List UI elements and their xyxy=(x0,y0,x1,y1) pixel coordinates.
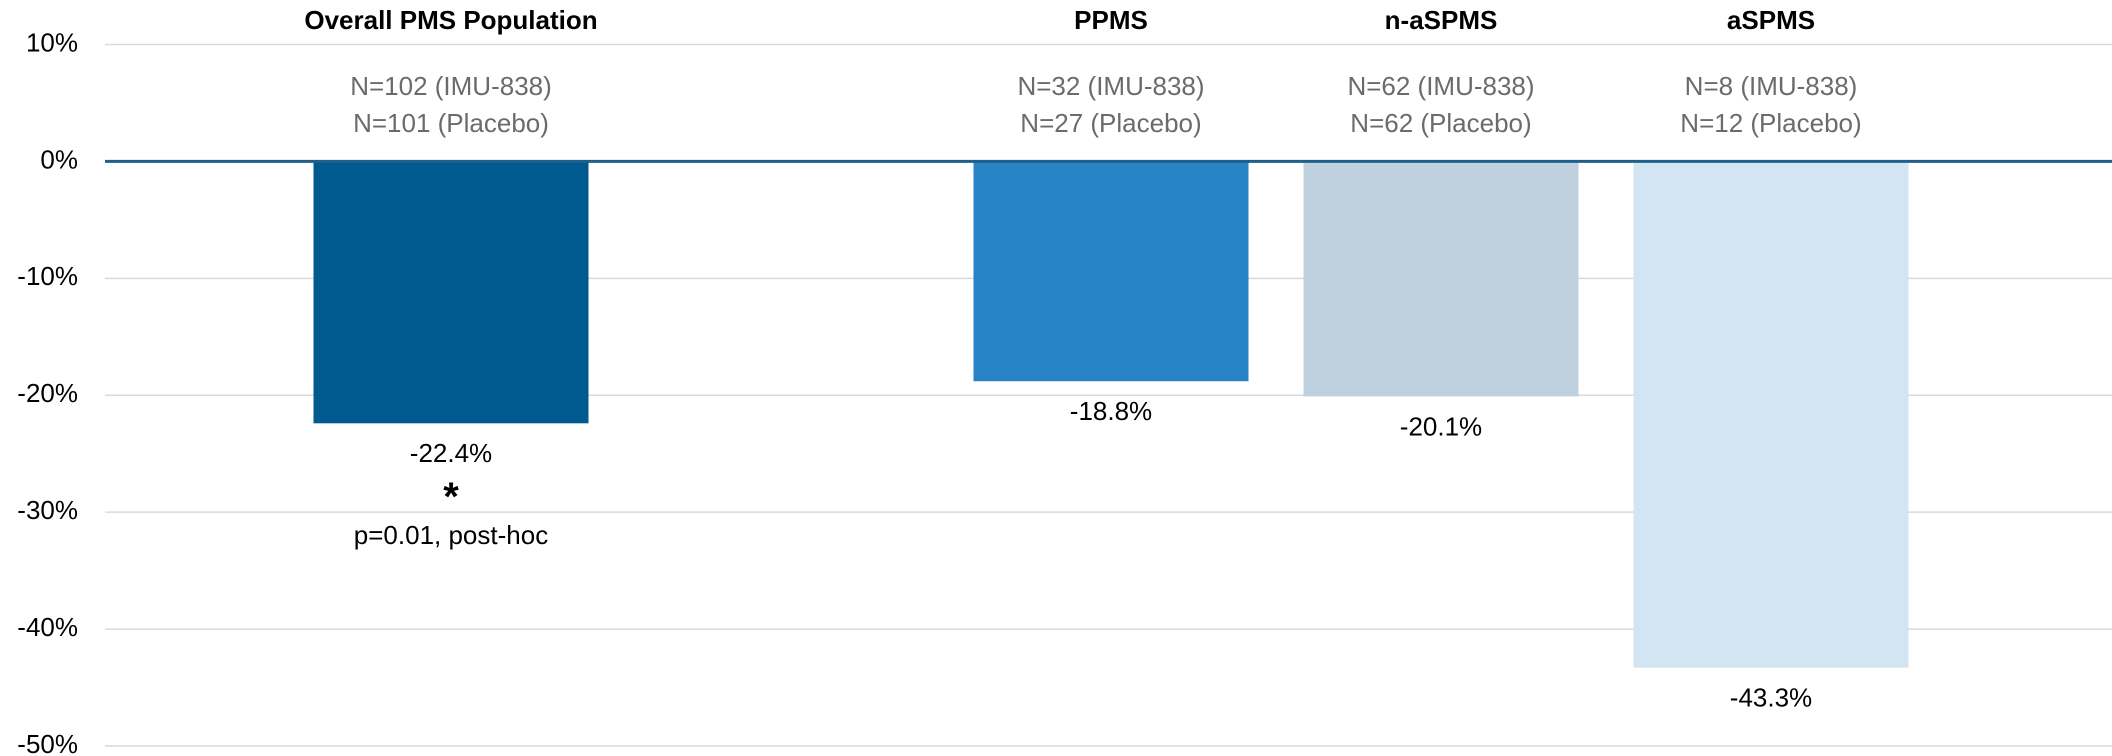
category-label: aSPMS xyxy=(1727,5,1815,35)
y-tick-label: -50% xyxy=(17,729,78,756)
group-n-label: N=101 (Placebo) xyxy=(353,108,549,138)
bar xyxy=(313,161,589,424)
value-label: -43.3% xyxy=(1730,683,1812,713)
group-n-label: N=62 (Placebo) xyxy=(1350,108,1531,138)
value-label: -22.4% xyxy=(410,438,492,468)
group-n-label: N=27 (Placebo) xyxy=(1020,108,1201,138)
annotation: p=0.01, post-hoc xyxy=(354,520,548,550)
y-tick-label: -40% xyxy=(17,612,78,642)
group-n-label: N=102 (IMU-838) xyxy=(350,71,552,101)
group-n-label: N=8 (IMU-838) xyxy=(1685,71,1858,101)
y-tick-label: -30% xyxy=(17,495,78,525)
y-tick-label: -10% xyxy=(17,261,78,291)
y-tick-label: -20% xyxy=(17,378,78,408)
category-label: n-aSPMS xyxy=(1385,5,1498,35)
value-label: -20.1% xyxy=(1400,411,1482,441)
significance-symbol: * xyxy=(443,475,459,519)
bar xyxy=(1303,161,1579,397)
bar xyxy=(973,161,1249,382)
value-label: -18.8% xyxy=(1070,396,1152,426)
category-label: PPMS xyxy=(1074,5,1148,35)
category-label: Overall PMS Population xyxy=(304,5,597,35)
group-n-label: N=12 (Placebo) xyxy=(1680,108,1861,138)
bar xyxy=(1633,161,1909,668)
group-n-label: N=32 (IMU-838) xyxy=(1017,71,1204,101)
y-tick-label: 10% xyxy=(26,27,78,57)
group-n-label: N=62 (IMU-838) xyxy=(1347,71,1534,101)
y-tick-label: 0% xyxy=(40,144,78,174)
